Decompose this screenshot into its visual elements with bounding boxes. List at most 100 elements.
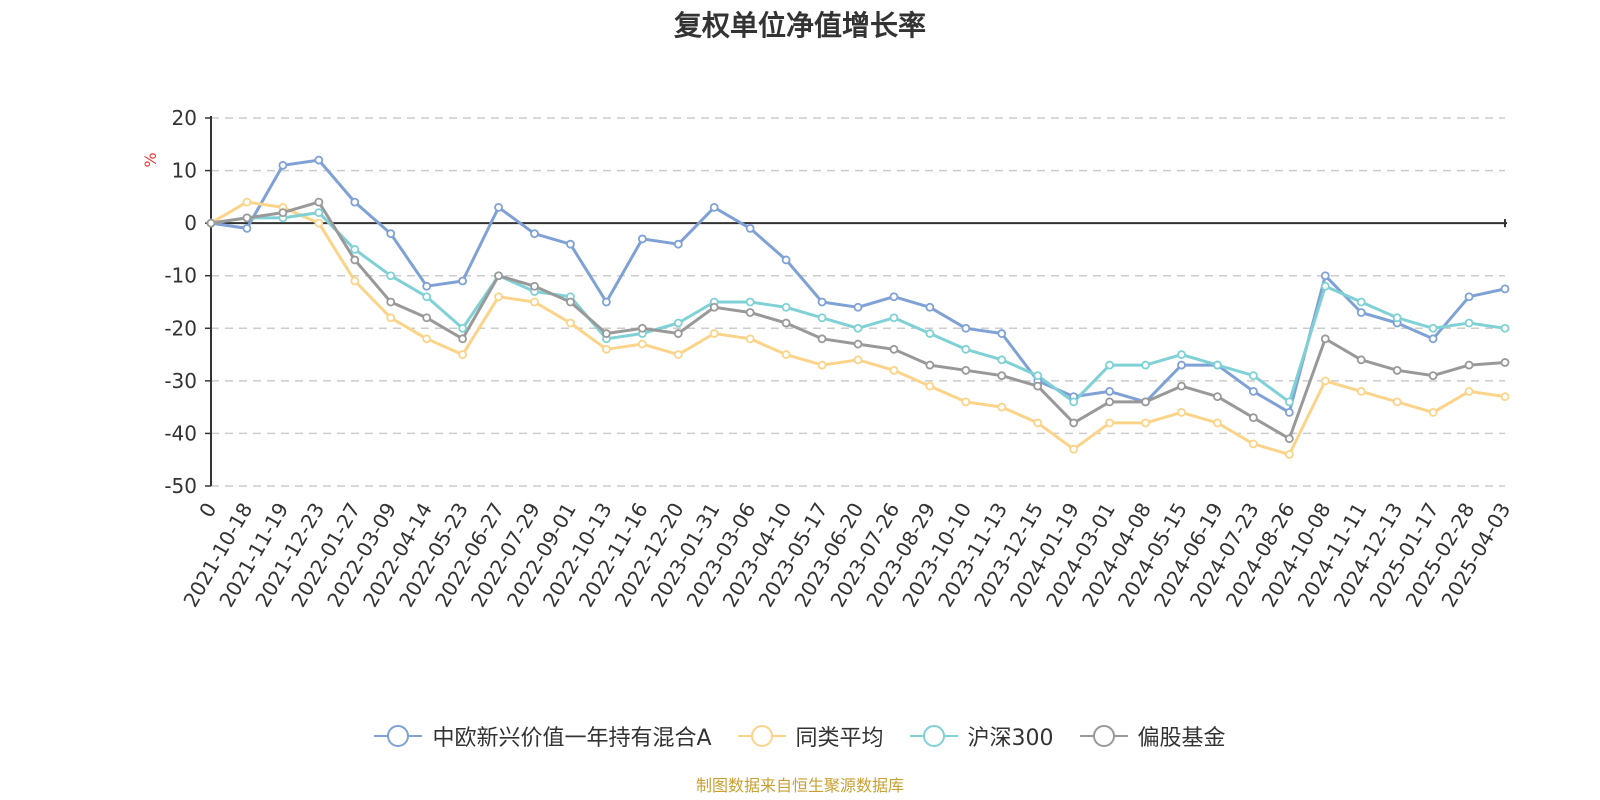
data-point [458,350,468,359]
data-point [1284,407,1294,417]
data-point [350,276,360,286]
y-tick-label: -10 [164,264,197,288]
data-point [925,302,935,312]
data-point [278,160,288,170]
data-point [1213,418,1222,428]
data-point [961,344,971,354]
data-point [314,197,324,207]
data-point [1177,360,1186,370]
data-point [1033,381,1043,391]
data-point [350,197,360,207]
data-point [1500,284,1510,294]
data-point [1141,397,1150,407]
chart-title: 复权单位净值增长率 [673,9,926,42]
y-tick-label: -50 [164,474,197,498]
data-point [745,297,755,307]
data-point [422,281,432,291]
legend-item-equity-funds[interactable]: 偏股基金 [1079,720,1226,752]
data-point [494,292,503,302]
data-point [1428,323,1438,333]
data-point [745,308,755,317]
legend-marker-icon [374,725,423,747]
data-point [1248,413,1258,423]
data-point [709,202,719,212]
data-point [494,271,503,281]
data-point [386,229,396,239]
data-point [350,255,360,265]
data-point [1213,392,1222,402]
data-point [781,255,791,265]
data-point [1500,323,1510,333]
data-point [1392,313,1402,323]
data-point [853,355,863,365]
data-point [1320,281,1330,291]
data-point [314,218,324,228]
data-source-note: 制图数据来自恒生聚源数据库 [695,776,904,795]
data-point [1141,418,1150,428]
data-point [1356,386,1366,396]
data-point [1248,439,1258,449]
data-point [1500,392,1510,402]
data-point [1284,434,1294,444]
data-point [673,239,683,249]
legend-marker-icon [737,725,786,747]
data-point [1320,334,1330,344]
data-point [566,297,575,307]
data-point [781,350,791,359]
data-point [673,318,683,328]
legend-item-fund[interactable]: 中欧新兴价值一年持有混合A [374,720,712,752]
data-point [889,313,899,323]
legend-marker-icon [1079,725,1128,747]
data-point [1141,360,1150,370]
legend-marker-icon [909,725,958,747]
data-point [601,344,611,354]
data-point [1464,318,1474,328]
data-point [889,344,899,354]
y-tick-label: 0 [184,211,197,235]
data-point [1320,376,1330,386]
data-point [745,223,755,233]
data-point [386,313,396,323]
legend-item-csi300[interactable]: 沪深300 [909,720,1054,752]
data-point [817,360,827,370]
data-point [1213,360,1222,370]
data-point [314,155,324,165]
data-point [925,329,935,338]
data-point [242,223,252,233]
y-tick-label: 10 [172,159,197,183]
data-point [458,334,468,344]
data-point [1177,407,1186,417]
legend-label: 偏股基金 [1137,726,1226,751]
data-point [709,302,719,312]
data-point [314,208,324,218]
data-point [781,318,791,328]
y-tick-label: -40 [164,421,197,445]
data-point [889,292,899,302]
data-point [1464,360,1474,370]
legend-label: 沪深300 [967,726,1054,751]
data-point [1284,397,1294,407]
data-point [422,334,432,344]
data-point [1248,371,1258,381]
data-point [637,339,647,349]
data-point [817,334,827,344]
data-point [458,323,468,333]
data-point [566,239,575,249]
data-point [1033,418,1043,428]
legend-item-peer-average[interactable]: 同类平均 [737,720,884,752]
data-point [1248,386,1258,396]
data-point [1105,418,1115,428]
data-point [673,350,683,359]
data-point [386,271,396,281]
data-point [1177,350,1186,359]
data-point [1356,297,1366,307]
x-tick-label: 0 [194,499,221,522]
data-point [1177,381,1186,391]
data-point [817,313,827,323]
data-point [1105,360,1115,370]
data-point [1500,358,1510,367]
data-point [673,329,683,338]
data-point [530,281,539,291]
legend: 中欧新兴价值一年持有混合A 同类平均 沪深300 偏股基金 [0,720,1600,752]
data-point [709,329,719,338]
